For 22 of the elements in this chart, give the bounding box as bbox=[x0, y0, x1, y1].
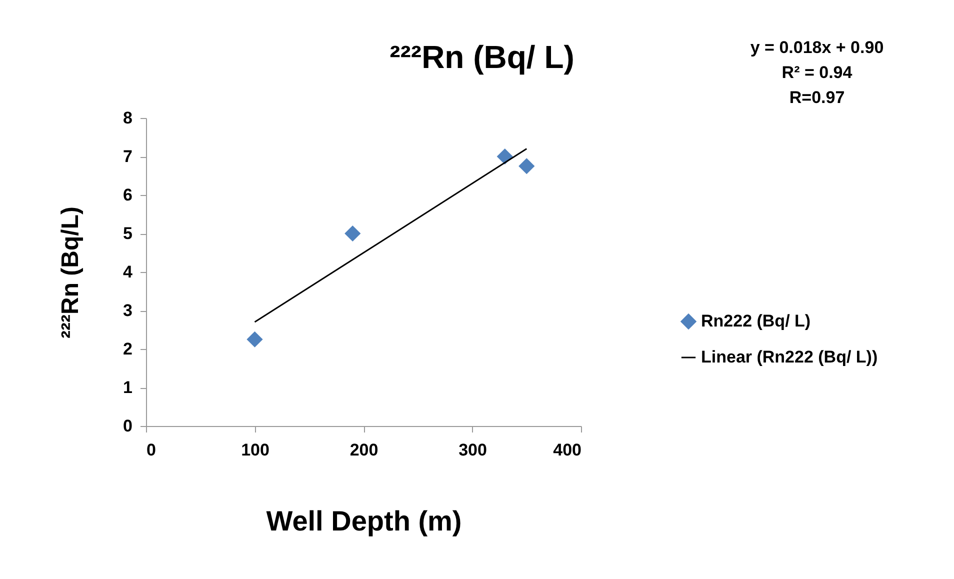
y-tick-label: 2 bbox=[123, 340, 132, 358]
y-tick-label: 6 bbox=[123, 186, 132, 204]
legend-label: Rn222 (Bq/ L) bbox=[701, 312, 811, 330]
text: y = 0.018x + 0.90 bbox=[750, 38, 884, 57]
y-tick-label: 0 bbox=[123, 416, 132, 436]
y-tick-label: 8 bbox=[123, 108, 132, 128]
x-tick-label: 0 bbox=[146, 440, 156, 460]
y-tick-label: 1 bbox=[123, 378, 132, 397]
x-tick-label: 200 bbox=[350, 440, 378, 460]
text: R² = 0.94 bbox=[782, 63, 853, 82]
y-tick-label: 7 bbox=[123, 147, 132, 166]
y-tick-label: 3 bbox=[123, 301, 132, 320]
y-tick-label: 5 bbox=[123, 224, 132, 243]
chart-title: ²²²Rn (Bq/ L) bbox=[390, 39, 574, 75]
text: R=0.97 bbox=[789, 88, 845, 107]
x-tick-label: 300 bbox=[458, 440, 487, 460]
x-tick-label: 100 bbox=[241, 440, 270, 460]
x-tick-label: 400 bbox=[553, 440, 582, 460]
y-tick-label: 4 bbox=[123, 262, 134, 282]
y-axis-title: ²²²Rn (Bq/L) bbox=[57, 206, 84, 338]
x-axis-title: Well Depth (m) bbox=[266, 506, 462, 536]
legend-label: Linear (Rn222 (Bq/ L)) bbox=[701, 348, 878, 366]
